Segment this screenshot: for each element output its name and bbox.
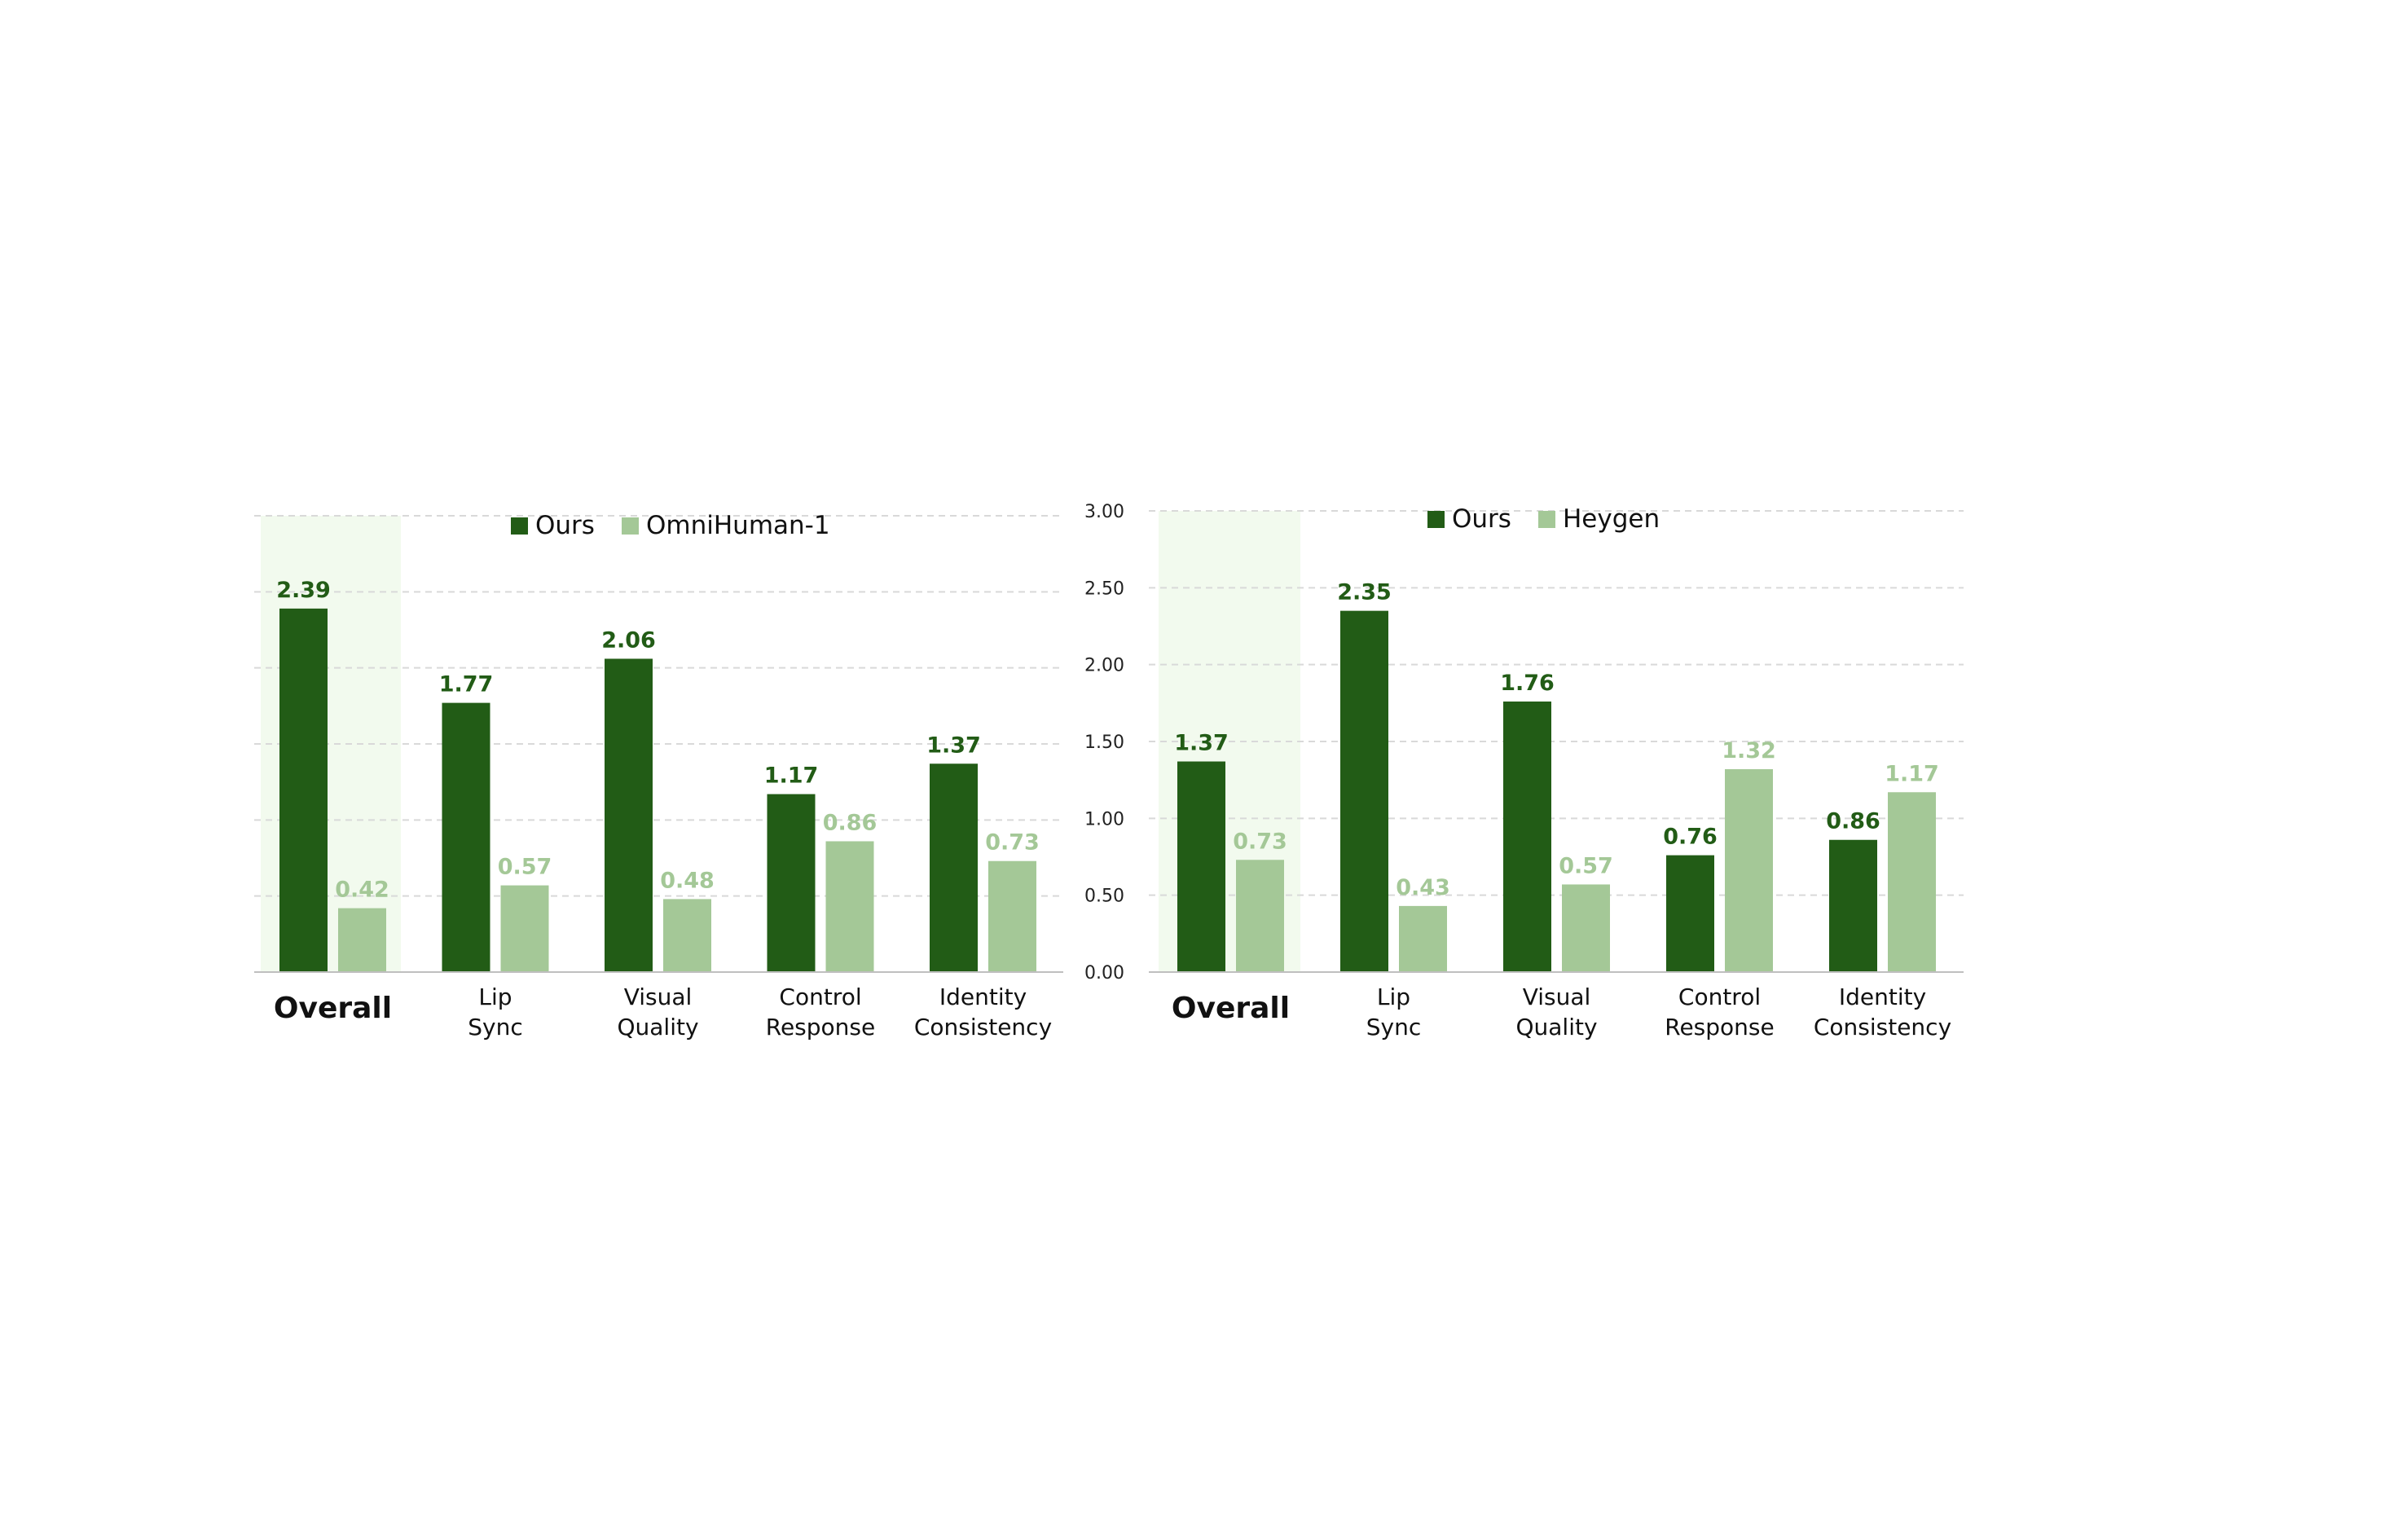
value-label: 0.86 bbox=[823, 810, 878, 835]
bar-ours bbox=[1177, 761, 1225, 972]
bar-baseline bbox=[338, 908, 386, 972]
y-tick-label: 2.50 bbox=[1084, 579, 1124, 599]
bar-ours bbox=[767, 794, 816, 972]
x-category-label: Quality bbox=[1515, 1014, 1597, 1041]
y-tick-label: 0.50 bbox=[1084, 887, 1124, 907]
legend-label: Ours bbox=[535, 511, 595, 540]
y-tick-label: 2.00 bbox=[1084, 656, 1124, 676]
value-label: 0.57 bbox=[1559, 853, 1613, 878]
x-category-label: Visual bbox=[624, 983, 693, 1010]
x-category-label: Identity bbox=[1839, 983, 1926, 1010]
x-category-label: Control bbox=[1678, 983, 1761, 1010]
legend-label: OmniHuman-1 bbox=[646, 511, 830, 540]
value-label: 1.17 bbox=[764, 763, 819, 789]
x-category-label: Response bbox=[766, 1014, 875, 1041]
legend-label: Heygen bbox=[1563, 504, 1660, 534]
value-label: 1.37 bbox=[926, 733, 981, 758]
bar-baseline bbox=[1725, 768, 1773, 972]
x-category-label: Sync bbox=[1366, 1014, 1421, 1041]
bar-ours bbox=[442, 702, 490, 972]
x-category-label: Consistency bbox=[914, 1014, 1052, 1041]
bar-ours bbox=[1829, 839, 1877, 972]
legend-swatch bbox=[511, 517, 528, 535]
x-category-label: Sync bbox=[468, 1014, 522, 1041]
bar-ours bbox=[1666, 855, 1714, 972]
x-category-label: Visual bbox=[1523, 983, 1591, 1010]
value-label: 0.42 bbox=[335, 878, 389, 903]
value-label: 0.73 bbox=[1233, 829, 1287, 854]
value-label: 1.17 bbox=[1885, 761, 1939, 786]
value-label: 0.48 bbox=[660, 868, 715, 893]
value-label: 0.43 bbox=[1396, 875, 1450, 900]
value-label: 0.76 bbox=[1663, 825, 1718, 850]
chart-omnihuman-comparison: 2.39 0.42 Overall 1.77 0.57 Lip Sync 2.06 0.48 Vi… bbox=[254, 511, 1063, 1041]
legend-swatch bbox=[1427, 511, 1445, 528]
value-label: 1.77 bbox=[439, 672, 494, 697]
value-label: 0.57 bbox=[498, 855, 552, 880]
legend-swatch bbox=[622, 517, 639, 535]
bar-baseline bbox=[825, 841, 874, 972]
bar-baseline bbox=[663, 899, 711, 972]
bar-ours bbox=[605, 658, 653, 972]
value-label: 1.37 bbox=[1174, 731, 1229, 756]
x-category-label: Consistency bbox=[1814, 1014, 1951, 1041]
chart-heygen-comparison: 0.00 0.50 1.00 1.50 2.00 2.50 3.00 1.37 0.73 Over… bbox=[1084, 502, 1964, 1041]
bar-baseline bbox=[1562, 884, 1610, 972]
x-category-label: Overall bbox=[274, 992, 392, 1025]
y-tick-label: 3.00 bbox=[1084, 502, 1124, 522]
bar-baseline bbox=[1399, 905, 1447, 972]
value-label: 0.73 bbox=[985, 830, 1040, 856]
value-label: 2.35 bbox=[1337, 580, 1392, 605]
y-tick-label: 1.00 bbox=[1084, 809, 1124, 829]
x-category-label: Identity bbox=[939, 983, 1027, 1010]
value-label: 2.39 bbox=[276, 578, 331, 603]
value-label: 0.86 bbox=[1826, 809, 1880, 834]
bar-baseline bbox=[1236, 860, 1284, 972]
x-category-label: Overall bbox=[1172, 992, 1290, 1025]
bar-baseline bbox=[1888, 792, 1936, 972]
bar-baseline bbox=[988, 860, 1036, 972]
bar-baseline bbox=[500, 885, 549, 972]
bar-ours bbox=[279, 608, 328, 972]
x-category-label: Response bbox=[1665, 1014, 1774, 1041]
x-category-label: Control bbox=[779, 983, 861, 1010]
x-category-label: Lip bbox=[478, 983, 512, 1010]
legend-label: Ours bbox=[1452, 504, 1511, 534]
bar-ours bbox=[930, 763, 978, 972]
value-label: 2.06 bbox=[601, 627, 656, 653]
y-tick-label: 0.00 bbox=[1084, 963, 1124, 983]
bar-ours bbox=[1503, 701, 1551, 972]
x-category-label: Quality bbox=[617, 1014, 698, 1041]
legend-swatch bbox=[1538, 511, 1555, 528]
value-label: 1.32 bbox=[1722, 738, 1776, 763]
value-label: 1.76 bbox=[1500, 671, 1555, 696]
bar-ours bbox=[1340, 610, 1388, 972]
y-tick-label: 1.50 bbox=[1084, 733, 1124, 753]
x-category-label: Lip bbox=[1377, 983, 1410, 1010]
